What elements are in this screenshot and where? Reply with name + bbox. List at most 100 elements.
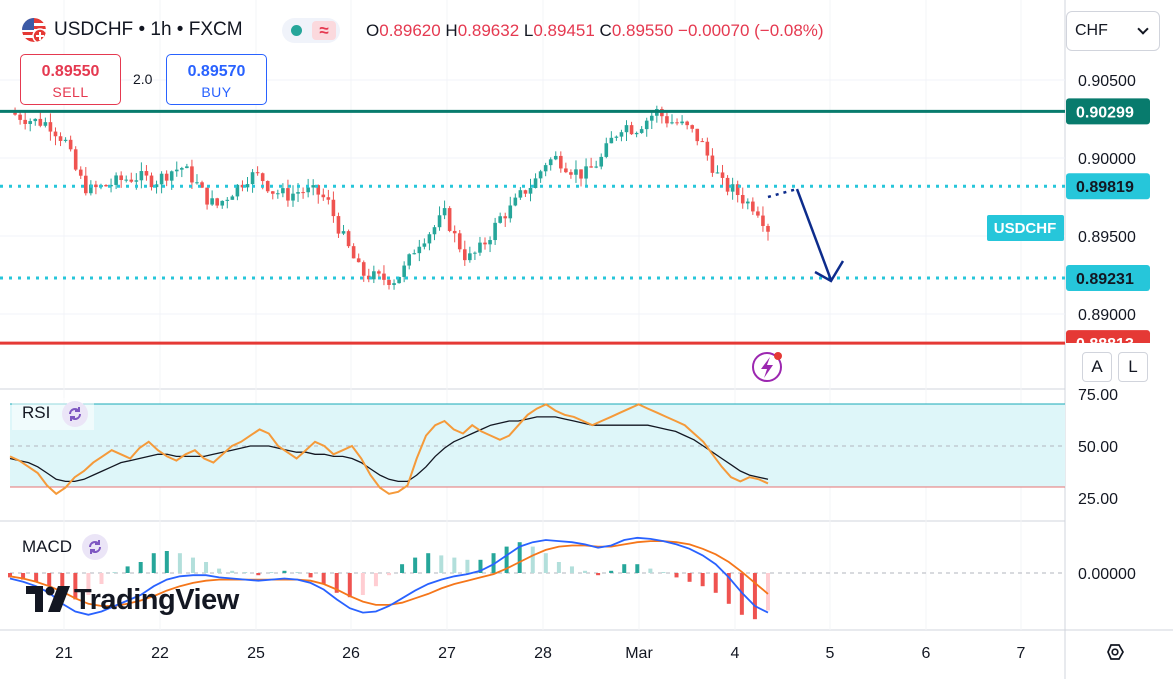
candle-body: [58, 136, 63, 141]
change-value: −0.00070 (−0.08%): [678, 21, 824, 40]
projection-line: [795, 188, 833, 281]
time-tick-label: 27: [438, 645, 456, 662]
rsi-pane[interactable]: [9, 403, 769, 496]
candle-body: [483, 242, 487, 245]
candle-body: [508, 205, 513, 219]
macd-pane[interactable]: [8, 536, 770, 620]
macd-histogram-bar: [543, 553, 548, 573]
candle-body: [260, 173, 265, 182]
macd-histogram-bar: [635, 564, 640, 573]
candle-body: [78, 169, 83, 176]
chevron-down-icon: [1137, 23, 1149, 35]
lightning-alert-icon[interactable]: [752, 352, 782, 382]
candle-body: [756, 211, 760, 216]
macd-histogram-bar: [439, 555, 444, 573]
refresh-icon[interactable]: [62, 401, 88, 427]
candle-body: [220, 200, 225, 206]
macd-histogram-bar: [164, 551, 169, 573]
candle-body: [109, 184, 113, 187]
candle-body: [169, 171, 174, 181]
candle-body: [569, 172, 573, 175]
macd-histogram-bar: [700, 573, 705, 587]
macd-histogram-bar: [256, 573, 261, 576]
candle-body: [670, 122, 674, 124]
candle-body: [215, 198, 219, 206]
candle-body: [336, 216, 341, 234]
auto-scale-button[interactable]: A: [1082, 352, 1112, 382]
candle-body: [346, 231, 351, 247]
candle-body: [604, 143, 609, 157]
candle-body: [225, 199, 230, 201]
refresh-icon[interactable]: [82, 534, 108, 560]
macd-histogram-bar: [282, 570, 287, 573]
candle-body: [159, 173, 164, 185]
macd-histogram-bar: [596, 573, 601, 576]
candle-body: [286, 188, 290, 201]
candle-body: [619, 132, 624, 137]
macd-histogram-bar: [204, 562, 209, 573]
candle-body: [538, 171, 543, 179]
candle-body: [473, 252, 477, 254]
log-scale-button[interactable]: L: [1118, 352, 1148, 382]
tradingview-logo-icon: [26, 586, 70, 612]
macd-histogram-bar: [347, 573, 352, 598]
price-tick-label: 0.89000: [1078, 307, 1136, 324]
macd-histogram-bar: [34, 573, 39, 582]
macd-histogram-bar: [321, 573, 326, 584]
candle-body: [513, 197, 518, 206]
macd-histogram-bar: [674, 573, 679, 578]
candle-body: [230, 196, 235, 200]
price-label: 0.89819: [1076, 179, 1134, 196]
candle-body: [13, 112, 17, 115]
macd-histogram-bar: [138, 562, 143, 573]
rsi-axis: 75.00 50.00 25.00: [1078, 387, 1118, 508]
macd-histogram-bar: [112, 572, 117, 573]
candle-body: [341, 231, 346, 234]
candle-body: [422, 243, 427, 247]
candle-body: [372, 271, 376, 280]
macd-histogram-bar: [295, 572, 300, 573]
price-axis[interactable]: 0.90500 0.90000 0.89500 0.89000 0.90299 0.898…: [1066, 73, 1173, 389]
macd-histogram-bar: [269, 572, 274, 573]
symbol-title[interactable]: USDCHF • 1h • FXCM: [54, 19, 243, 40]
candle-body: [281, 188, 285, 194]
candle-body: [48, 122, 53, 132]
candle-body: [614, 136, 619, 138]
candle-body: [589, 166, 593, 168]
buy-button[interactable]: 0.89570 BUY: [166, 54, 267, 105]
us-flag-icon: [22, 18, 46, 42]
time-tick-label: 21: [55, 645, 73, 662]
status-pill[interactable]: ≈: [282, 18, 340, 43]
candle-body: [33, 118, 38, 122]
candle-body: [468, 253, 472, 261]
time-axis[interactable]: 21 22 25 26 27 28 Mar 4 5 6 7: [55, 645, 1025, 662]
gear-hexagon-icon[interactable]: [1107, 644, 1124, 660]
price-levels[interactable]: [0, 109, 1065, 345]
macd-histogram-bar: [648, 568, 653, 573]
candle-body: [210, 198, 214, 205]
candle-body: [43, 122, 48, 126]
macd-tick-label: 0.00000: [1078, 566, 1136, 583]
macd-histogram-bar: [230, 570, 235, 573]
candle-body: [154, 184, 159, 188]
candle-body: [488, 240, 492, 245]
candles[interactable]: [13, 105, 770, 290]
currency-select[interactable]: CHF: [1066, 11, 1160, 51]
macd-legend[interactable]: MACD: [12, 531, 112, 563]
candle-body: [528, 187, 533, 194]
candle-body: [427, 234, 432, 244]
macd-histogram-bar: [360, 573, 365, 595]
macd-histogram-bar: [47, 573, 52, 587]
candle-body: [412, 253, 417, 255]
candle-body: [331, 199, 336, 217]
macd-histogram-bar: [622, 564, 627, 573]
candle-body: [200, 182, 204, 188]
rsi-legend[interactable]: RSI: [12, 398, 94, 430]
projection-arrow[interactable]: [767, 187, 845, 283]
sell-label: SELL: [52, 84, 89, 100]
candle-body: [144, 171, 149, 176]
sell-button[interactable]: 0.89550 SELL: [20, 54, 121, 105]
buy-price: 0.89570: [187, 63, 246, 80]
macd-histogram-bar: [713, 573, 718, 593]
